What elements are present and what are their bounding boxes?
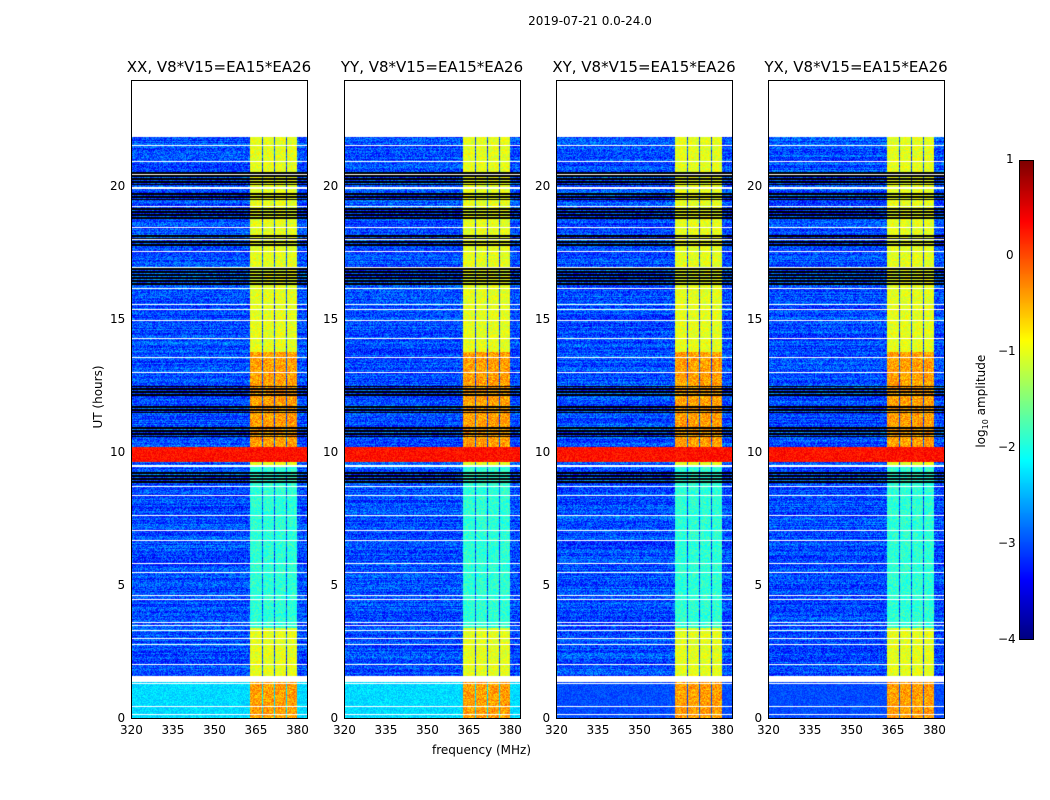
y-tick-label: 5	[330, 577, 339, 592]
y-tick-label: 10	[747, 444, 763, 459]
spectrogram-heatmap	[557, 81, 732, 718]
y-tick-label: 20	[535, 178, 551, 193]
colorbar-tick-label: 1	[1006, 152, 1014, 166]
spectrogram-panel-yx	[768, 80, 945, 719]
y-tick-label: 0	[542, 711, 551, 725]
spectrogram-panel-xy	[556, 80, 733, 719]
y-tick-label: 20	[323, 178, 339, 193]
colorbar-label: log10 amplitude	[973, 354, 991, 448]
spectrogram-heatmap	[345, 81, 520, 718]
y-tick-label: 10	[535, 444, 551, 459]
spectrogram-panel-yy	[344, 80, 521, 719]
panel-title-yy: YY, V8*V15=EA15*EA26	[340, 58, 524, 76]
x-tick-label: 335	[161, 723, 185, 737]
y-tick-label: 15	[535, 311, 551, 326]
colorbar-tick-label: −3	[998, 536, 1016, 550]
y-tick-label: 5	[117, 577, 126, 592]
y-tick-label: 10	[323, 444, 339, 459]
spectrogram-heatmap	[132, 81, 307, 718]
x-axis-label: frequency (MHz)	[432, 743, 532, 757]
x-tick-label: 350	[202, 723, 226, 737]
x-tick-label: 335	[798, 723, 822, 737]
x-tick-label: 335	[374, 723, 398, 737]
colorbar-tick-label: −4	[998, 632, 1016, 646]
y-tick-label: 15	[110, 311, 126, 326]
x-tick-label: 320	[333, 723, 356, 737]
figure-suptitle: 2019-07-21 0.0-24.0	[528, 14, 652, 28]
x-tick-label: 380	[285, 723, 309, 737]
colorbar	[1019, 160, 1034, 640]
colorbar-tick-label: −2	[998, 440, 1016, 454]
y-tick-label: 5	[542, 577, 551, 592]
x-tick-label: 380	[710, 723, 734, 737]
x-tick-label: 350	[415, 723, 439, 737]
y-tick-label: 10	[110, 444, 126, 459]
colorbar-tick-label: 0	[1006, 248, 1014, 262]
x-tick-label: 320	[120, 723, 143, 737]
x-tick-label: 380	[922, 723, 946, 737]
panel-title-xy: XY, V8*V15=EA15*EA26	[552, 58, 736, 76]
y-tick-label: 20	[110, 178, 126, 193]
x-tick-label: 365	[244, 723, 268, 737]
x-tick-label: 365	[669, 723, 693, 737]
x-tick-label: 365	[881, 723, 905, 737]
x-tick-label: 365	[457, 723, 481, 737]
y-tick-label: 0	[754, 711, 763, 725]
y-tick-label: 15	[747, 311, 763, 326]
spectrogram-heatmap	[769, 81, 944, 718]
x-tick-label: 320	[545, 723, 568, 737]
spectrogram-panel-xx	[131, 80, 308, 719]
panel-title-xx: XX, V8*V15=EA15*EA26	[126, 58, 312, 76]
y-axis-label: UT (hours)	[91, 365, 105, 429]
x-tick-label: 350	[839, 723, 863, 737]
y-tick-label: 15	[323, 311, 339, 326]
x-tick-label: 380	[498, 723, 522, 737]
x-tick-label: 320	[757, 723, 780, 737]
y-tick-label: 5	[754, 577, 763, 592]
panel-title-yx: YX, V8*V15=EA15*EA26	[764, 58, 948, 76]
y-tick-label: 0	[330, 711, 339, 725]
x-tick-label: 335	[586, 723, 610, 737]
y-tick-label: 20	[747, 178, 763, 193]
y-tick-label: 0	[117, 711, 126, 725]
colorbar-tick-label: −1	[998, 344, 1016, 358]
x-tick-label: 350	[627, 723, 651, 737]
